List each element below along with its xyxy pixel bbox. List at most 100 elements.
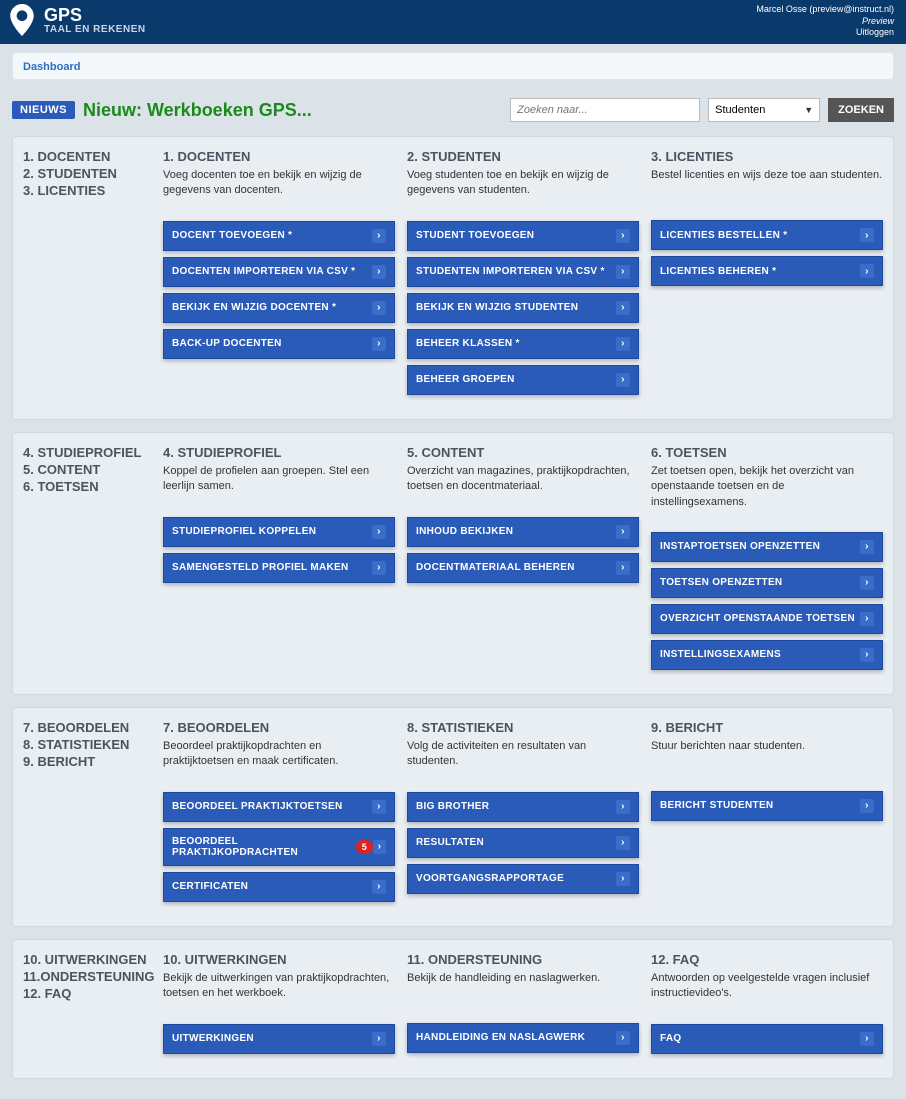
action-link[interactable]: STUDENT TOEVOEGEN›: [407, 221, 639, 251]
action-link[interactable]: FAQ ›: [651, 1024, 883, 1054]
action-link[interactable]: LICENTIES BESTELLEN *›: [651, 220, 883, 250]
action-link[interactable]: OVERZICHT OPENSTAANDE TOETSEN›: [651, 604, 883, 634]
action-link[interactable]: DOCENTMATERIAAL BEHEREN ›: [407, 553, 639, 583]
action-link[interactable]: BIG BROTHER ›: [407, 792, 639, 822]
action-link[interactable]: STUDENTEN IMPORTEREN VIA CSV *›: [407, 257, 639, 287]
search-input[interactable]: [510, 98, 700, 122]
chevron-right-icon: ›: [616, 800, 630, 814]
chevron-right-icon: ›: [372, 800, 386, 814]
action-link[interactable]: BERICHT STUDENTEN›: [651, 791, 883, 821]
action-link-label: INSTAPTOETSEN OPENZETTEN: [660, 541, 820, 552]
action-link[interactable]: BEKIJK EN WIJZIG STUDENTEN›: [407, 293, 639, 323]
sidebar-item[interactable]: 8. STATISTIEKEN: [23, 737, 153, 752]
sidebar-item[interactable]: 4. STUDIEPROFIEL: [23, 445, 153, 460]
chevron-right-icon: ›: [372, 337, 386, 351]
chevron-right-icon: ›: [616, 373, 630, 387]
action-link[interactable]: BEOORDEEL PRAKTIJKOPDRACHTEN5›: [163, 828, 395, 866]
chevron-right-icon: ›: [860, 1032, 874, 1046]
breadcrumb-dashboard[interactable]: Dashboard: [23, 61, 80, 73]
action-link[interactable]: INSTELLINGSEXAMENS›: [651, 640, 883, 670]
card-title: 1. DOCENTEN: [163, 149, 395, 164]
action-link[interactable]: UITWERKINGEN›: [163, 1024, 395, 1054]
sidebar-item[interactable]: 5. CONTENT: [23, 462, 153, 477]
action-link[interactable]: VOORTGANGSRAPPORTAGE ›: [407, 864, 639, 894]
card: 12. FAQAntwoorden op veelgestelde vragen…: [651, 952, 883, 1060]
action-link-label: DOCENTMATERIAAL BEHEREN: [416, 562, 575, 573]
search-scope-value: Studenten: [715, 104, 765, 116]
card-desc: Bekijk de handleiding en naslagwerken.: [407, 971, 639, 1001]
action-link[interactable]: SAMENGESTELD PROFIEL MAKEN›: [163, 553, 395, 583]
action-link-label: LICENTIES BEHEREN *: [660, 266, 776, 277]
action-link[interactable]: DOCENT TOEVOEGEN *›: [163, 221, 395, 251]
action-link[interactable]: BEHEER GROEPEN ›: [407, 365, 639, 395]
action-link[interactable]: STUDIEPROFIEL KOPPELEN ›: [163, 517, 395, 547]
action-link-label-wrap: DOCENTEN IMPORTEREN VIA CSV *: [172, 266, 355, 277]
chevron-right-icon: ›: [860, 648, 874, 662]
action-link-label-wrap: BEHEER GROEPEN: [416, 374, 515, 385]
action-link-label-wrap: VOORTGANGSRAPPORTAGE: [416, 873, 564, 884]
search-button[interactable]: ZOEKEN: [828, 98, 894, 122]
action-link-label-wrap: HANDLEIDING EN NASLAGWERK: [416, 1032, 585, 1043]
chevron-right-icon: ›: [616, 265, 630, 279]
action-link[interactable]: BEHEER KLASSEN *›: [407, 329, 639, 359]
action-link[interactable]: BACK-UP DOCENTEN ›: [163, 329, 395, 359]
card: 10. UITWERKINGEN Bekijk de uitwerkingen v…: [163, 952, 395, 1060]
action-link[interactable]: INHOUD BEKIJKEN›: [407, 517, 639, 547]
header-titles: GPS TAAL EN REKENEN: [44, 6, 146, 35]
card-title: 2. STUDENTEN: [407, 149, 639, 164]
action-link[interactable]: RESULTATEN›: [407, 828, 639, 858]
content: Dashboard NIEUWS Nieuw: Werkboeken GPS..…: [0, 44, 906, 1099]
chevron-right-icon: ›: [616, 561, 630, 575]
chevron-right-icon: ›: [372, 525, 386, 539]
sidebar-item[interactable]: 2. STUDENTEN: [23, 166, 153, 181]
action-link-label: UITWERKINGEN: [172, 1033, 254, 1044]
action-link-label-wrap: SAMENGESTELD PROFIEL MAKEN: [172, 562, 349, 573]
card-desc: Beoordeel praktijkopdrachten en praktijk…: [163, 739, 395, 770]
section: 7. BEOORDELEN8. STATISTIEKEN9. BERICHT7.…: [12, 707, 894, 927]
section: 1. DOCENTEN 2. STUDENTEN 3. LICENTIES 1. DO…: [12, 136, 894, 420]
action-link[interactable]: INSTAPTOETSEN OPENZETTEN›: [651, 532, 883, 562]
chevron-down-icon: ▼: [804, 105, 813, 115]
action-link[interactable]: TOETSEN OPENZETTEN›: [651, 568, 883, 598]
card-desc: Bekijk de uitwerkingen van praktijkopdra…: [163, 971, 395, 1002]
sidebar-item[interactable]: 12. FAQ: [23, 986, 153, 1001]
action-link-label: CERTIFICATEN: [172, 881, 248, 892]
sidebar-item[interactable]: 1. DOCENTEN: [23, 149, 153, 164]
chevron-right-icon: ›: [860, 576, 874, 590]
action-link[interactable]: DOCENTEN IMPORTEREN VIA CSV *›: [163, 257, 395, 287]
card-title: 11. ONDERSTEUNING: [407, 952, 639, 967]
card-desc: Voeg studenten toe en bekijk en wijzig d…: [407, 168, 639, 199]
action-link-label: SAMENGESTELD PROFIEL MAKEN: [172, 562, 349, 573]
action-link[interactable]: HANDLEIDING EN NASLAGWERK›: [407, 1023, 639, 1053]
news-text[interactable]: Nieuw: Werkboeken GPS...: [83, 100, 502, 121]
sidebar-item[interactable]: 3. LICENTIES: [23, 183, 153, 198]
action-link[interactable]: LICENTIES BEHEREN * ›: [651, 256, 883, 286]
sidebar-item[interactable]: 9. BERICHT: [23, 754, 153, 769]
preview-link[interactable]: Preview: [862, 16, 894, 26]
card-desc: Stuur berichten naar studenten.: [651, 739, 883, 769]
logout-link[interactable]: Uitloggen: [856, 27, 894, 37]
chevron-right-icon: ›: [616, 872, 630, 886]
action-link-label: STUDIEPROFIEL KOPPELEN: [172, 526, 316, 537]
action-link-label: BACK-UP DOCENTEN: [172, 338, 282, 349]
breadcrumb: Dashboard: [12, 52, 894, 80]
card: 6. TOETSENZet toetsen open, bekijk het o…: [651, 445, 883, 676]
action-link-label: STUDENT TOEVOEGEN: [416, 230, 534, 241]
action-link-label-wrap: FAQ: [660, 1033, 681, 1044]
user-link[interactable]: Marcel Osse (preview@instruct.nl): [756, 4, 894, 14]
action-link-label: HANDLEIDING EN NASLAGWERK: [416, 1032, 585, 1043]
sidebar-item[interactable]: 6. TOETSEN: [23, 479, 153, 494]
action-link[interactable]: CERTIFICATEN›: [163, 872, 395, 902]
chevron-right-icon: ›: [616, 836, 630, 850]
action-link[interactable]: BEOORDEEL PRAKTIJKTOETSEN›: [163, 792, 395, 822]
sidebar-item[interactable]: 11.ONDERSTEUNING: [23, 969, 153, 984]
chevron-right-icon: ›: [860, 264, 874, 278]
action-link-label: BIG BROTHER: [416, 801, 489, 812]
sidebar-item[interactable]: 10. UITWERKINGEN: [23, 952, 153, 967]
action-link-label-wrap: DOCENT TOEVOEGEN *: [172, 230, 292, 241]
card-title: 10. UITWERKINGEN: [163, 952, 395, 967]
action-link[interactable]: BEKIJK EN WIJZIG DOCENTEN *›: [163, 293, 395, 323]
search-scope-select[interactable]: Studenten ▼: [708, 98, 820, 122]
cards: 1. DOCENTENVoeg docenten toe en bekijk e…: [163, 149, 883, 401]
sidebar-item[interactable]: 7. BEOORDELEN: [23, 720, 153, 735]
